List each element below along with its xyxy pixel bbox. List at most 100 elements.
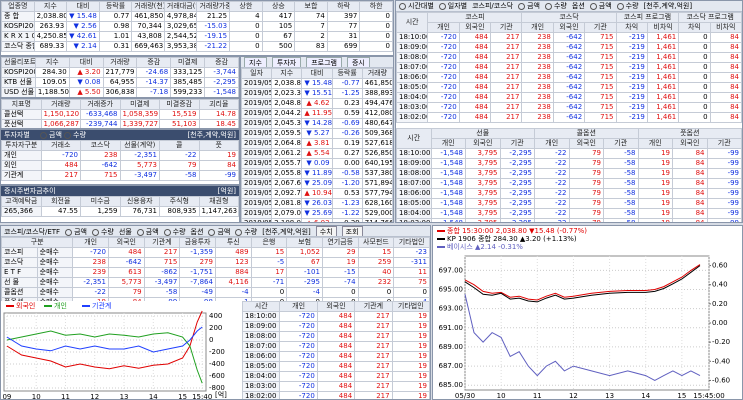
toolbar-item[interactable]: 선물 (118, 228, 132, 236)
toolbar-item[interactable]: 수량 (617, 2, 639, 10)
cell: 217 (490, 52, 523, 63)
cell: 83 (294, 41, 328, 52)
cell: 527,618 (361, 138, 393, 149)
cell: 76,731 (119, 206, 160, 217)
button[interactable]: 조회 (341, 226, 363, 236)
cell: 18:04:00 (396, 92, 429, 103)
cell: 4,116 (214, 277, 252, 288)
cell: 2,061.25 (271, 148, 303, 159)
cell: 417 (261, 11, 296, 22)
toolbar-item[interactable]: 금액 (137, 228, 159, 236)
cell: 238 (521, 32, 554, 43)
tab[interactable]: 증시 (346, 57, 370, 67)
legend-label: 베이시스 ▲2.14 -0.31% (447, 242, 523, 251)
toolbar-item[interactable]: 수량 (164, 228, 186, 236)
column-header: 거래량 (40, 99, 81, 110)
column-header: 투신 (214, 237, 252, 248)
cell: 18:08:00 (242, 331, 281, 342)
cell: 259 (357, 257, 395, 268)
tab[interactable]: 투자자 (271, 57, 302, 67)
cell: -0.69 (331, 118, 363, 129)
cell: 40 (357, 267, 395, 278)
toolbar-item[interactable]: 수량 (545, 2, 567, 10)
cell: 484 (458, 82, 492, 93)
cell: 2019/05/30 (241, 78, 273, 89)
header-row: 일자 지수 대비 등락률 거래량 (241, 68, 393, 79)
row: 콜선택 1,150,120 -633,468 1,058,359 15,519 14.78 (1, 109, 239, 120)
radio[interactable]: 수량 (64, 131, 86, 139)
cell: 84 (709, 52, 742, 63)
column-header: 거래량가중 (196, 1, 231, 12)
column-header: 구분 (1, 237, 74, 248)
cell: 2,067.69 (271, 178, 303, 189)
cell: 0 (678, 52, 711, 63)
cell: 84 (709, 82, 742, 93)
cell: 217 (490, 42, 523, 53)
cell: -22 (159, 150, 200, 161)
cell: 18:04:00 (396, 208, 432, 219)
column-header: 사모펀드 (357, 237, 395, 248)
cell: ▼ 0.09 (301, 158, 333, 169)
row: 18:08:00 -720 484 217 238 -642 715 -219 1,461 0 84 (396, 52, 742, 63)
cell: -71 (250, 277, 288, 288)
cell: 79 (568, 178, 604, 189)
toolbar-item[interactable]: 금액 (65, 228, 87, 236)
table: 고객예탁금 회전율 미수금 신용융자 주식형 채권형 265,366 47.55 1,259 76… (1, 196, 239, 217)
radio[interactable]: 금액 (40, 131, 62, 139)
cell: -1,548 (430, 148, 466, 159)
row: 개인 -720 238 -2,351 -22 19 (1, 150, 239, 161)
toolbar-item[interactable]: 코스피/코스닥 (472, 2, 514, 10)
cell: ▼ 11.89 (301, 168, 333, 179)
cell: 콜옵션 (1, 287, 38, 298)
cell: 29 (321, 247, 359, 258)
column-header: 일자 (241, 68, 273, 79)
cell: ▼ 26.03 (301, 198, 333, 209)
cell: 19 (637, 168, 673, 179)
cell: 19 (391, 361, 430, 372)
x-tick-label: 13 (605, 392, 614, 399)
toolbar-item[interactable]: 금액 (518, 2, 540, 10)
cell: 3,795 (465, 148, 501, 159)
time-panel: 시간대별 일자별 코스피/코스닥 금액 수량 옵션 금액 수량 [천주,계약,억원] 시간 코스피… (395, 0, 743, 223)
tab[interactable]: 프로그램 (306, 57, 342, 67)
cell: -720 (279, 351, 318, 362)
toolbar-item[interactable]: 코스피/코스닥/ETF (4, 228, 61, 236)
cell: ▼ 15.48 (66, 11, 100, 22)
cell: -720 (427, 102, 460, 113)
toolbar-item[interactable]: 수량 (235, 228, 257, 236)
header-row: 구분 개인 외국인 기관계 금융투자 투신 은행 보험 연기금등 사모펀드 기타법인 (1, 237, 430, 248)
cell: -720 (279, 361, 318, 372)
cell: 461,850 (361, 78, 393, 89)
button[interactable]: 수치 (315, 226, 337, 236)
cell: 2019/05/14 (241, 198, 273, 209)
toolbar-item[interactable]: 옵션 (190, 228, 204, 236)
toolbar-item[interactable]: 시간대별 (399, 2, 434, 10)
cell: -642 (552, 42, 586, 53)
y-tick-label: -600 (209, 372, 225, 380)
toolbar-item[interactable]: 일자별 (439, 2, 467, 10)
column-header: 시간 (396, 12, 429, 33)
toolbar-item[interactable]: 금액 (208, 228, 230, 236)
cell: 105 (261, 21, 296, 32)
tab[interactable]: 지수 (244, 57, 267, 67)
header-row: 선물리포트명지수대비거래량증감미결제증감 (1, 57, 239, 68)
cell: 484 (316, 361, 356, 372)
cell: 1.01 (98, 31, 133, 42)
cell: 19 (391, 321, 430, 332)
series-line (464, 265, 701, 303)
cell: 306,838 (102, 87, 138, 97)
toolbar-item[interactable]: [천주,계약,억원] (643, 2, 693, 10)
toolbar-item[interactable]: 수량 (92, 228, 114, 236)
toolbar-item[interactable]: 옵션 (571, 2, 585, 10)
cell: 18:07:00 (396, 178, 432, 189)
cell: 18:03:00 (396, 102, 429, 113)
row: 18:05:00 -1,548 3,795 -2,295 -22 79 -58 19 84 -99 (396, 198, 742, 209)
toolbar-item[interactable]: [천주,계약,억원] (262, 228, 311, 236)
toolbar-item[interactable]: 금액 (590, 2, 612, 10)
cell: -58 (603, 168, 639, 179)
cell: 3,029,652 (163, 21, 198, 32)
table-wrap: 투자자구분 거래소 코스닥 선물(계약) 콜 풋 개인 -720 238 -2,351 -22 19 외… (1, 140, 239, 181)
cell: -19.15 (196, 31, 231, 42)
